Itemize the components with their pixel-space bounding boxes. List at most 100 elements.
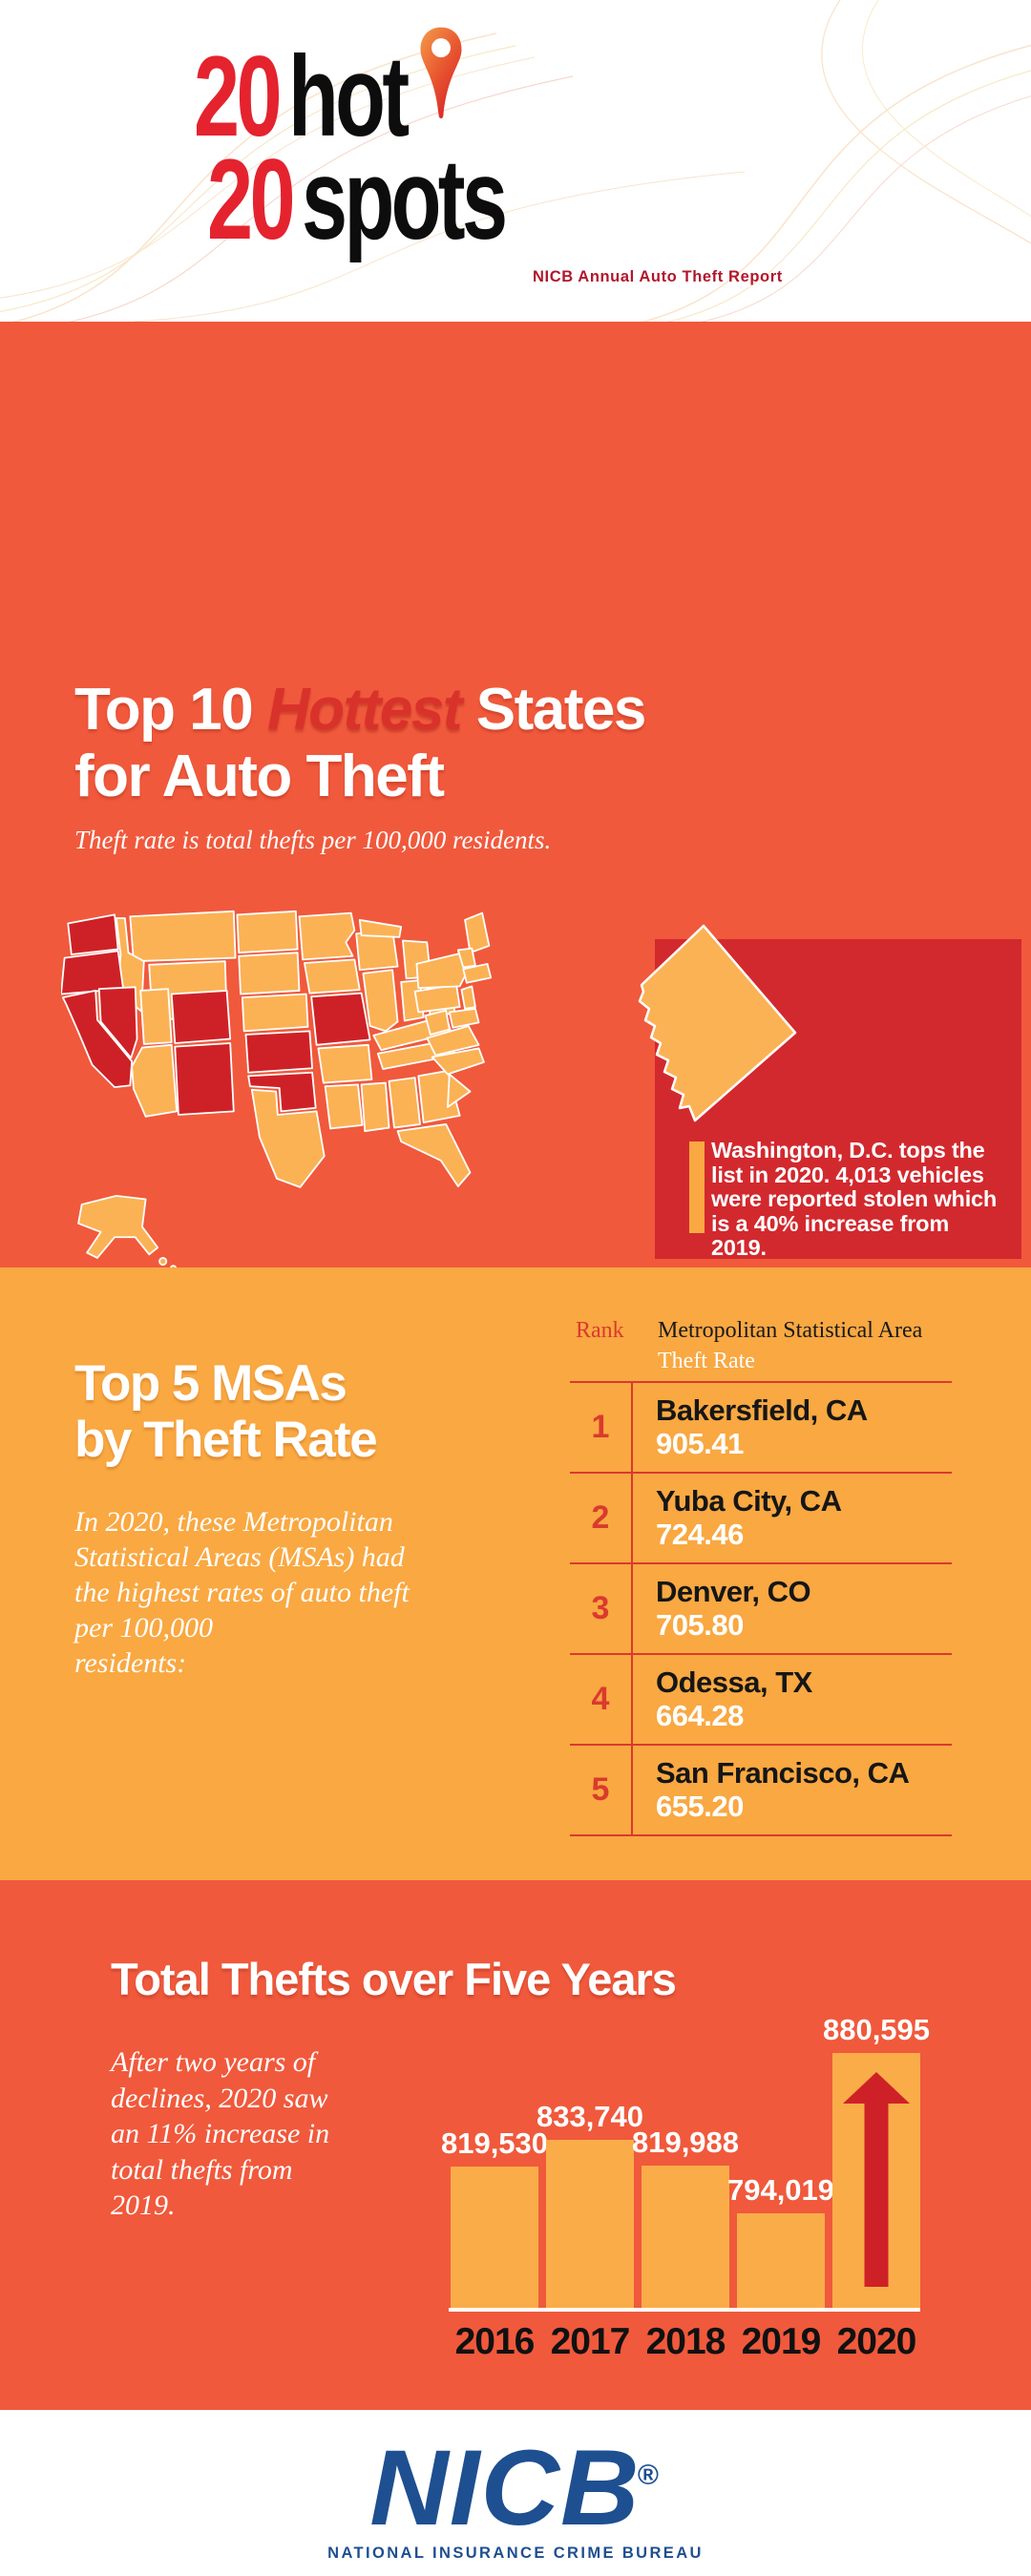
logo-hot: hot [288, 32, 410, 161]
map-state-nv [97, 986, 138, 1059]
bar-year-label: 2019 [741, 2321, 822, 2362]
nicb-tagline: NATIONAL INSURANCE CRIME BUREAU [327, 2545, 704, 2562]
table-row: 4 Odessa, TX 664.28 [570, 1653, 952, 1744]
map-state-me [464, 911, 491, 954]
map-state-nd [236, 910, 299, 954]
chart-baseline [449, 2308, 920, 2312]
msa-theft-rate: 724.46 [656, 1518, 744, 1551]
table-row: 5 San Francisco, CA 655.20 [570, 1744, 952, 1834]
section-top-10-states: Top 10 Hottest States for Auto Theft The… [0, 322, 1031, 1549]
section-title-states: Top 10 Hottest States for Auto Theft [74, 677, 647, 810]
bar-2019 [737, 2213, 825, 2308]
map-state-ma-ct-ri [462, 963, 493, 984]
map-state-ar [317, 1043, 373, 1084]
msa-area: Yuba City, CA [656, 1484, 842, 1518]
header-area: Metropolitan Statistical Area [658, 1318, 923, 1343]
map-state-sc [447, 1073, 472, 1108]
title-highlight: Hottest [266, 677, 463, 743]
map-state-ca [61, 990, 134, 1088]
map-state-ks [244, 1030, 313, 1074]
logo-20-bottom: 20 [207, 136, 296, 264]
swirl-background-decoration [0, 0, 1031, 322]
map-state-sd [238, 952, 301, 995]
registered-trademark-symbol: ® [637, 2460, 659, 2491]
map-state-ms [360, 1081, 390, 1133]
map-state-al [388, 1077, 421, 1129]
bar-value-label: 880,595 [822, 2013, 931, 2046]
map-state-ia [304, 958, 361, 995]
map-state-ut [139, 988, 173, 1045]
header: 20 hot 20 spots NICB Annual Auto Theft R… [0, 0, 1031, 322]
header-theft-rate: Theft Rate [658, 1349, 755, 1373]
footer: NICB® NATIONAL INSURANCE CRIME BUREAU [0, 2410, 1031, 2576]
msa-rank: 2 [570, 1474, 633, 1562]
msa-rank: 5 [570, 1746, 633, 1834]
msa-area: Denver, CO [656, 1575, 811, 1608]
bar-value-label: 833,740 [536, 2100, 644, 2133]
report-logo: 20 hot 20 spots [194, 27, 584, 264]
logo-line-2: 20 spots [207, 136, 584, 264]
map-state-la [324, 1083, 364, 1130]
theft-rate-definition: Theft rate is total thefts per 100,000 r… [74, 826, 552, 854]
dc-map-shape [638, 924, 797, 1122]
bar-value-label: 794,019 [726, 2173, 835, 2207]
map-state-az [131, 1043, 179, 1118]
title-suffix: States [461, 677, 647, 743]
msa-theft-rate: 655.20 [656, 1790, 744, 1823]
msa-table-rows: 1 Bakersfield, CA 905.41 2 Yuba City, CA 7… [570, 1381, 952, 1836]
msa-area: Bakersfield, CA [656, 1393, 868, 1427]
us-choropleth-map [61, 910, 493, 1284]
msa-title-line2: by Theft Rate [74, 1412, 378, 1468]
map-state-ne [241, 993, 309, 1033]
map-state-mo [310, 992, 371, 1046]
map-state-fl [396, 1123, 472, 1187]
bar-2017 [546, 2140, 634, 2308]
section-top-5-msas: Top 5 MSAs by Theft Rate In 2020, these … [0, 1267, 1031, 1880]
title-line2: for Auto Theft [74, 743, 445, 809]
table-row: 2 Yuba City, CA 724.46 [570, 1472, 952, 1562]
section-total-thefts: Total Thefts over Five Years After two y… [0, 1880, 1031, 2410]
map-state-md [448, 1007, 480, 1029]
bar-year-label: 2020 [836, 2321, 917, 2362]
title-prefix: Top 10 [74, 677, 267, 743]
bar-year-label: 2018 [645, 2321, 726, 2362]
map-state-il [362, 969, 399, 1033]
msa-theft-rate: 664.28 [656, 1699, 744, 1732]
map-state-va [426, 1025, 480, 1057]
map-state-ak [77, 1195, 159, 1259]
table-row: 3 Denver, CO 705.80 [570, 1562, 952, 1653]
bar-year-label: 2017 [550, 2321, 631, 2362]
map-state-co [170, 990, 232, 1044]
bar-chart: 819,530 2016 833,740 2017 819,988 2018 794,019… [441, 2012, 930, 2394]
bar-year-label: 2016 [454, 2321, 536, 2362]
bar-2020 [832, 2053, 920, 2308]
logo-20-top: 20 [194, 32, 283, 161]
msa-area: Odessa, TX [656, 1665, 812, 1699]
table-row: 1 Bakersfield, CA 905.41 [570, 1381, 952, 1472]
map-state-mn [298, 911, 356, 961]
map-state-nj [460, 985, 476, 1010]
map-state-nc [431, 1047, 485, 1076]
map-state-tx [250, 1088, 326, 1188]
msa-rank: 4 [570, 1655, 633, 1744]
map-state-ok [247, 1071, 317, 1113]
msa-rank: 1 [570, 1383, 633, 1472]
bar-2018 [642, 2166, 729, 2308]
msa-rank: 3 [570, 1564, 633, 1653]
msa-title-line1: Top 5 MSAs [74, 1355, 347, 1412]
thefts-description: After two years of declines, 2020 saw an… [111, 2046, 330, 2221]
report-subtitle: NICB Annual Auto Theft Report [533, 268, 783, 285]
msa-area: San Francisco, CA [656, 1756, 910, 1790]
header-rank: Rank [576, 1318, 624, 1343]
bar-value-label: 819,530 [440, 2126, 549, 2160]
map-state-mi-up [358, 918, 403, 938]
msa-theft-rate: 705.80 [656, 1608, 744, 1642]
increase-arrow-icon [843, 2072, 910, 2287]
msa-table-header: Rank Metropolitan Statistical Area Theft… [570, 1309, 952, 1381]
nicb-logo-text: NICB [369, 2428, 641, 2547]
map-state-nm [174, 1042, 235, 1116]
msa-theft-rate: 905.41 [656, 1427, 744, 1460]
map-state-wv [424, 1009, 451, 1036]
dc-callout-accent-bar [689, 1141, 705, 1233]
